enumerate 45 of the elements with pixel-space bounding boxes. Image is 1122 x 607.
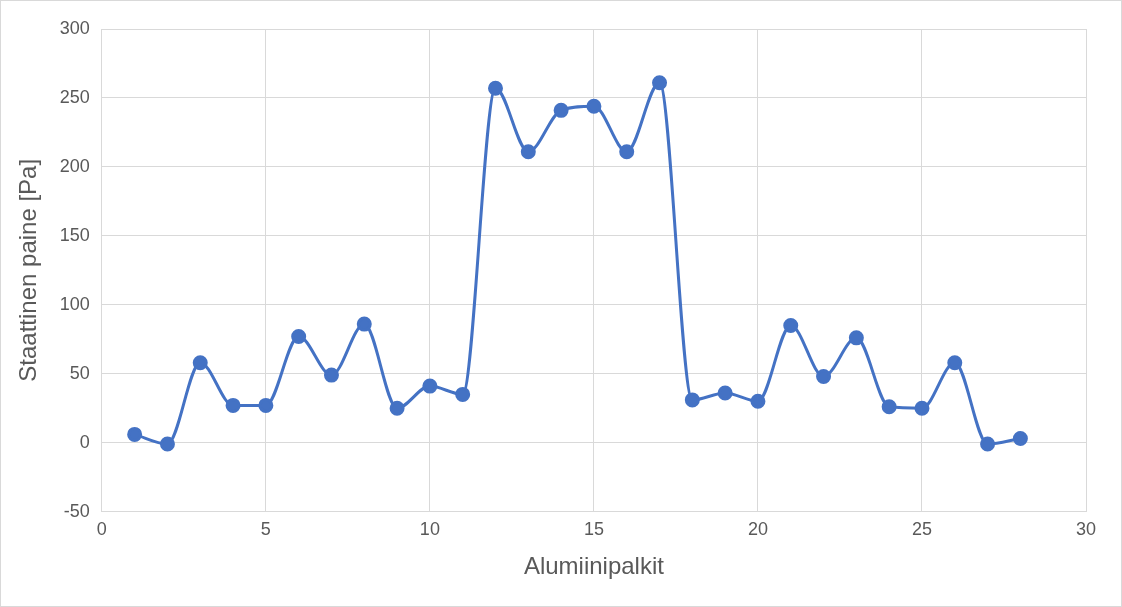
point	[947, 355, 963, 371]
point	[750, 393, 766, 409]
y-tick-label: 200	[59, 155, 90, 176]
point	[258, 397, 274, 413]
y-tick-label: 250	[59, 86, 90, 107]
y-tick-label: 150	[59, 224, 90, 245]
point	[848, 330, 864, 346]
x-tick-label: 0	[96, 519, 107, 540]
point	[225, 397, 241, 413]
point	[881, 399, 897, 415]
point	[1012, 431, 1028, 447]
point	[422, 378, 438, 394]
point	[717, 385, 733, 401]
point	[816, 368, 832, 384]
point	[291, 328, 307, 344]
y-tick-label: 300	[59, 17, 90, 38]
point	[914, 400, 930, 416]
point	[488, 80, 503, 96]
x-tick-label: 25	[911, 519, 932, 540]
point	[553, 102, 569, 118]
point	[652, 75, 668, 91]
point	[159, 436, 175, 452]
point	[520, 144, 536, 160]
point	[192, 355, 208, 371]
y-tick-label: 0	[79, 431, 90, 452]
y-tick-label: 100	[59, 293, 90, 314]
point	[619, 144, 635, 160]
point	[389, 400, 405, 416]
x-tick-label: 15	[583, 519, 604, 540]
point	[684, 392, 700, 408]
y-axis-title: Staattinen paine [Pa]	[14, 158, 42, 382]
point	[980, 436, 996, 452]
x-tick-label: 10	[419, 519, 440, 540]
x-tick-label: 5	[260, 519, 271, 540]
point	[323, 367, 339, 383]
y-tick-label: -50	[63, 500, 90, 521]
x-tick-label: 20	[747, 519, 768, 540]
y-tick-label: 50	[69, 362, 90, 383]
point	[783, 317, 799, 333]
x-tick-label: 30	[1075, 519, 1097, 540]
point	[127, 426, 143, 442]
point	[356, 316, 372, 332]
point	[455, 386, 471, 402]
x-axis-title: Alumiinipalkit	[523, 552, 665, 580]
point	[586, 98, 602, 114]
